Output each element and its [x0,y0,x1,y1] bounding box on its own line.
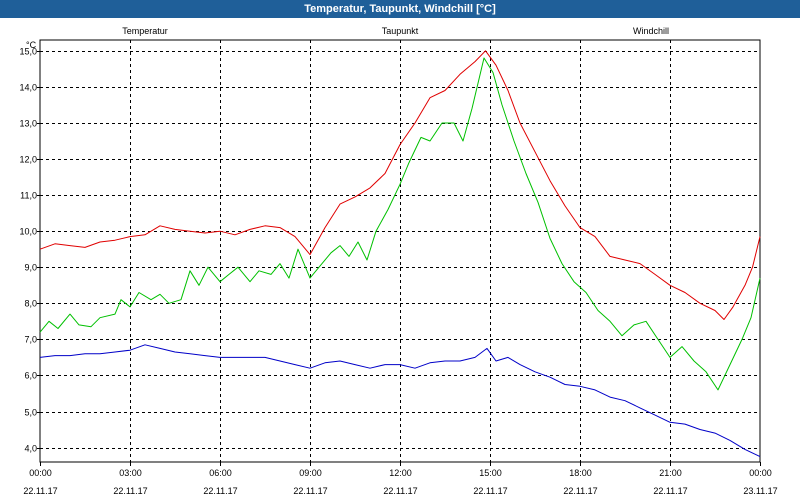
y-tick-label: 11,0 [20,191,37,201]
x-tick-time-label: 21:00 [659,468,682,478]
y-tick-label: 10,0 [19,227,37,237]
y-tick-label: 13,0 [19,119,37,129]
series-line-windchill [39,57,761,391]
y-tick-label: 4,0 [24,444,37,454]
y-axis-label: °C [26,40,37,50]
y-tick-label: 14,0 [19,83,37,93]
x-axis-ticks: 00:00 22.11.17 03:00 22.11.17 06:00 22.11.17 0… [23,462,778,496]
y-axis-ticks: 4,0 5,0 6,0 7,0 8,0 9,0 10,0 11,0 12,0 13,0 14,0 15… [19,47,40,454]
x-tick-time-label: 18:00 [569,468,592,478]
x-tick-date-label: 22.11.17 [563,486,597,496]
x-tick-date-label: 22.11.17 [473,486,507,496]
x-tick-time-label: 06:00 [209,468,232,478]
x-tick-date-label: 22.11.17 [293,486,327,496]
series-lines [39,50,761,458]
y-tick-label: 9,0 [24,263,37,273]
grid-lines [40,40,760,462]
legend-entry-taupunkt: Taupunkt [382,26,419,36]
series-line-temperatur [39,50,761,320]
x-tick-time-label: 15:00 [479,468,502,478]
x-tick-time-label: 03:00 [119,468,142,478]
legend: Temperatur Taupunkt Windchill [122,26,669,36]
line-chart: 4,0 5,0 6,0 7,0 8,0 9,0 10,0 11,0 12,0 13,0 14,0 15… [19,26,778,496]
x-tick-time-label: 09:00 [299,468,322,478]
y-tick-label: 8,0 [24,299,37,309]
y-tick-label: 7,0 [24,335,37,345]
y-tick-label: 15,0 [19,47,37,57]
y-tick-label: 12,0 [19,155,37,165]
x-tick-date-label: 22.11.17 [383,486,417,496]
legend-entry-windchill: Windchill [633,26,669,36]
x-tick-date-label: 22.11.17 [653,486,687,496]
x-tick-time-label: 00:00 [749,468,772,478]
x-tick-time-label: 00:00 [29,468,52,478]
series-line-taupunkt [39,344,761,458]
y-tick-label: 5,0 [24,408,37,418]
legend-entry-temperatur: Temperatur [122,26,168,36]
x-tick-date-label: 23.11.17 [743,486,777,496]
x-tick-date-label: 22.11.17 [23,486,57,496]
window-title: Temperatur, Taupunkt, Windchill [°C] [0,0,800,18]
x-tick-time-label: 12:00 [389,468,412,478]
x-tick-date-label: 22.11.17 [203,486,237,496]
x-tick-date-label: 22.11.17 [113,486,147,496]
y-tick-label: 6,0 [24,371,37,381]
